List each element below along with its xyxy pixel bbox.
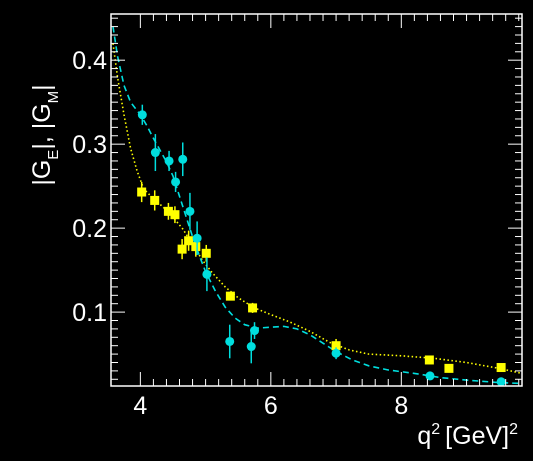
x-tick-label: 6 (264, 392, 278, 420)
tick-labels: 4 6 8 0.1 0.2 0.3 0.4 (72, 47, 408, 420)
data-point-square (248, 303, 258, 313)
data-points (137, 104, 506, 387)
data-point-square (331, 341, 341, 351)
data-point-circle (137, 110, 147, 120)
data-point-square (225, 291, 235, 301)
data-point-square (150, 195, 160, 205)
data-point-circle (496, 377, 506, 387)
data-point-square (170, 210, 180, 220)
fit-curve-dotted (112, 43, 523, 375)
data-point-square (177, 244, 187, 254)
x-axis-label: q (417, 422, 431, 450)
y-axis-title: |GE|, |GM| (28, 84, 62, 185)
y-axis-label-sub: M (45, 91, 62, 104)
data-point-square (444, 363, 454, 373)
data-point-circle (425, 371, 435, 381)
data-point-square (137, 187, 147, 197)
x-axis-label-unit: [GeV] (445, 422, 509, 450)
data-point-circle (331, 348, 341, 358)
data-point-circle (185, 206, 195, 216)
data-point-circle (171, 177, 181, 187)
y-axis-label-part: |, |G (28, 103, 56, 149)
y-tick-label: 0.2 (72, 215, 107, 243)
plot-frame (110, 13, 523, 387)
x-axis-label-sup: 2 (431, 421, 440, 438)
data-point-square (424, 355, 434, 365)
data-point-circle (250, 326, 260, 336)
y-axis-label-sub: E (45, 150, 62, 160)
data-point-circle (246, 342, 256, 352)
data-point-circle (150, 148, 160, 158)
x-axis-label-unit-sup: 2 (509, 421, 518, 438)
fit-curves (112, 26, 523, 385)
x-tick-label: 8 (394, 392, 408, 420)
data-point-circle (192, 233, 202, 243)
axis-ticks (111, 14, 522, 386)
data-point-circle (225, 336, 235, 346)
data-point-circle (164, 156, 174, 166)
data-point-square (184, 236, 194, 246)
fit-curve-dashed (112, 26, 523, 385)
y-tick-label: 0.4 (72, 47, 107, 75)
x-tick-label: 4 (133, 392, 147, 420)
data-point-square (201, 248, 211, 258)
y-axis-label-part: | (28, 84, 56, 91)
y-tick-label: 0.1 (72, 299, 107, 327)
data-point-square (163, 206, 173, 216)
y-tick-label: 0.3 (72, 131, 107, 159)
x-axis-title: q2 [GeV]2 (417, 421, 518, 450)
data-point-square (191, 242, 201, 252)
data-point-square (496, 363, 506, 373)
data-point-circle (202, 269, 212, 279)
data-point-circle (178, 154, 188, 164)
y-axis-label-part: |G (28, 160, 56, 186)
